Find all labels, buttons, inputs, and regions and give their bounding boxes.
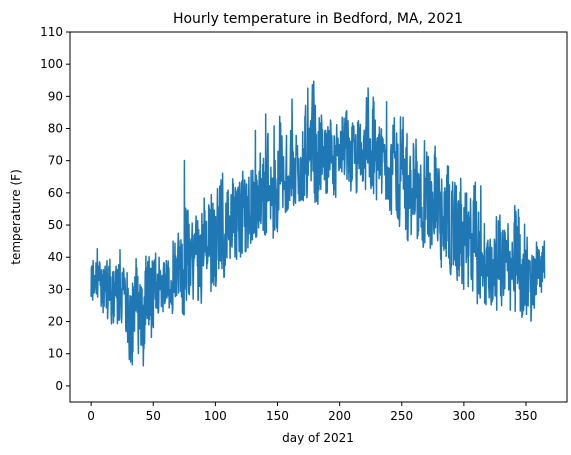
y-tick-label: 50 bbox=[48, 218, 63, 232]
plot-frame bbox=[69, 31, 568, 403]
y-tick-label: 30 bbox=[48, 282, 63, 296]
x-tick-label: 150 bbox=[266, 409, 289, 423]
x-tick-label: 300 bbox=[452, 409, 475, 423]
y-axis: 0 10 20 30 40 50 60 70 80 90 100 110 bbox=[40, 25, 70, 393]
x-axis-label: day of 2021 bbox=[282, 431, 354, 445]
y-tick-label: 0 bbox=[55, 379, 63, 393]
x-tick-label: 0 bbox=[87, 409, 95, 423]
x-tick-label: 100 bbox=[204, 409, 227, 423]
x-tick-label: 350 bbox=[515, 409, 538, 423]
temperature-series-line bbox=[90, 80, 546, 367]
y-tick-label: 70 bbox=[48, 154, 63, 168]
y-tick-label: 20 bbox=[48, 315, 63, 329]
y-tick-label: 90 bbox=[48, 89, 63, 103]
y-tick-label: 10 bbox=[48, 347, 63, 361]
series-layer bbox=[90, 80, 546, 367]
y-tick-label: 110 bbox=[40, 25, 63, 39]
x-tick-label: 200 bbox=[328, 409, 351, 423]
x-tick-label: 250 bbox=[390, 409, 413, 423]
y-tick-label: 100 bbox=[40, 57, 63, 71]
y-tick-label: 80 bbox=[48, 122, 63, 136]
y-axis-label: temperature (F) bbox=[9, 169, 23, 265]
y-tick-label: 60 bbox=[48, 186, 63, 200]
y-tick-label: 40 bbox=[48, 250, 63, 264]
x-tick-label: 50 bbox=[146, 409, 161, 423]
chart-title: Hourly temperature in Bedford, MA, 2021 bbox=[173, 11, 463, 27]
x-axis: 0 50 100 150 200 250 300 350 bbox=[87, 402, 537, 423]
